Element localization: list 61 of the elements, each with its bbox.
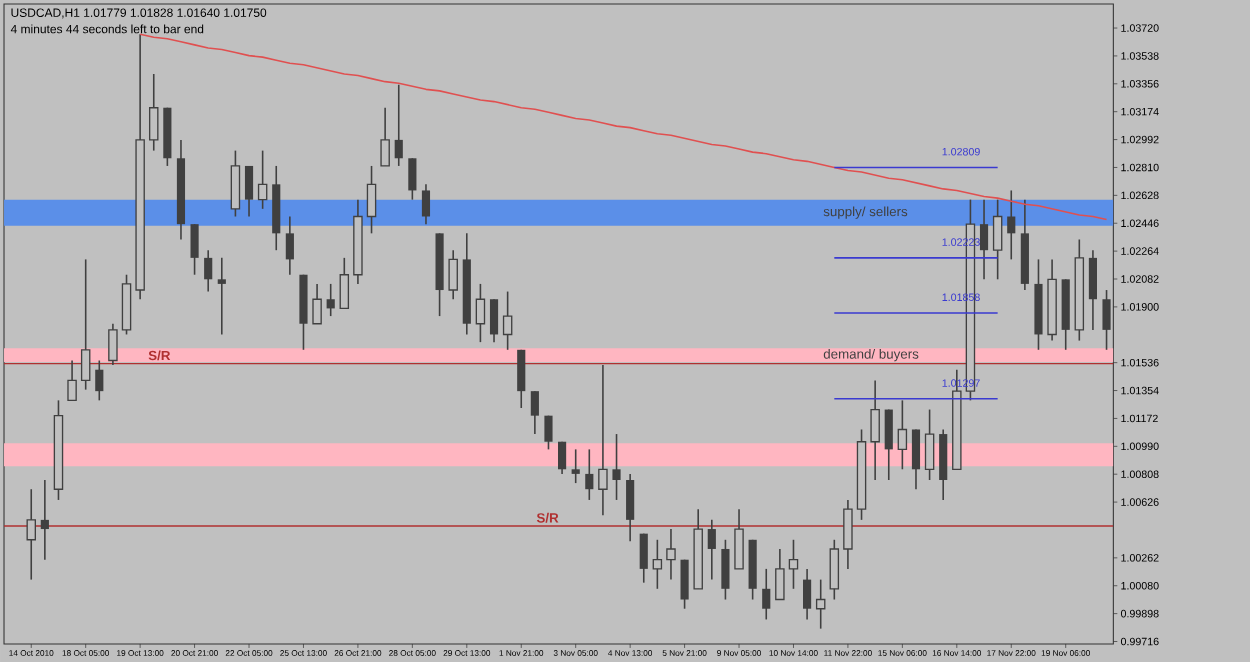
candlestick — [815, 578, 826, 630]
candlestick — [257, 149, 268, 210]
candlestick — [1007, 189, 1016, 261]
candlestick — [489, 298, 499, 343]
candlestick — [80, 258, 91, 391]
candlestick — [626, 473, 635, 543]
candlestick — [979, 198, 989, 281]
candlestick — [803, 568, 812, 621]
candlestick — [598, 364, 608, 517]
candlestick — [571, 448, 580, 484]
candlestick — [666, 528, 676, 581]
candlestick — [408, 157, 417, 201]
candlestick — [121, 273, 132, 336]
candlestick — [67, 359, 77, 402]
candlestick — [204, 249, 213, 293]
candlestick — [870, 379, 880, 481]
candlestick — [652, 538, 663, 590]
candlestick — [95, 359, 104, 402]
candlestick — [707, 519, 716, 581]
candlestick — [40, 479, 49, 561]
candlestick — [762, 568, 771, 621]
candlestick — [230, 149, 241, 218]
candlestick — [26, 488, 36, 581]
candlestick — [788, 538, 799, 590]
candlestick — [339, 257, 350, 310]
candlestick — [148, 73, 159, 152]
candlestick — [544, 414, 553, 451]
candlestick — [1102, 289, 1111, 351]
candlestick — [244, 165, 254, 218]
candlestick — [639, 532, 648, 584]
candlestick — [108, 322, 118, 366]
candlestick — [312, 283, 322, 325]
candlestick — [829, 538, 840, 601]
candlestick — [911, 428, 921, 491]
candlestick — [502, 290, 513, 351]
candlestick — [924, 408, 935, 481]
candlestick — [775, 548, 785, 601]
candlestick — [680, 558, 689, 610]
candlestick — [1088, 249, 1098, 331]
candlestick — [475, 283, 486, 343]
candlestick — [939, 428, 948, 501]
candlestick — [366, 165, 377, 235]
candlestick — [884, 408, 893, 481]
candlestick — [530, 390, 539, 435]
candlestick — [992, 198, 1003, 281]
candlestick — [558, 440, 567, 475]
candlestick — [326, 283, 335, 317]
candlestick — [380, 106, 390, 167]
candlestick — [734, 508, 744, 570]
candlestick — [585, 448, 594, 501]
candlestick — [394, 83, 403, 167]
candlestick — [612, 433, 621, 501]
candlestick — [517, 348, 526, 409]
candlestick — [190, 223, 199, 276]
candlestick — [217, 257, 226, 336]
candlestick — [448, 249, 458, 301]
candlestick — [421, 183, 431, 225]
candlestick — [721, 538, 730, 601]
candlestick — [897, 399, 908, 471]
candlestick — [285, 215, 294, 276]
candlestick — [843, 499, 853, 570]
